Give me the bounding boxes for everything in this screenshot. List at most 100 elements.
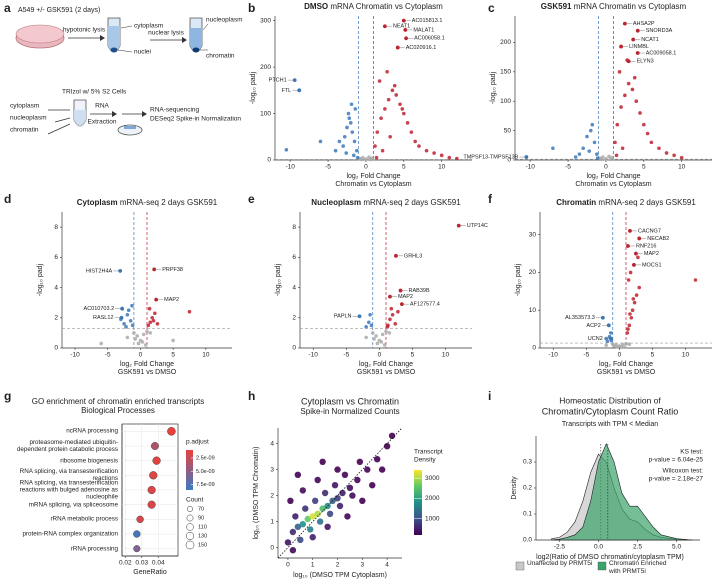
chart-title: Nucleoplasm mRNA-seq 2 days GSK591 (311, 198, 461, 207)
point (615, 122, 620, 127)
arrow-head (112, 111, 117, 117)
point (585, 134, 589, 139)
gene-label: UTP14C (467, 223, 488, 229)
chart-title: Cytoplasm mRNA-seq 2 days GSK591 (77, 198, 218, 207)
point (382, 343, 387, 347)
point (324, 523, 331, 530)
point (125, 312, 130, 317)
gene-label: PRPF38 (162, 267, 183, 273)
point (122, 322, 126, 326)
x-axis-label: log₂ Fold Change (359, 361, 413, 368)
point (171, 338, 175, 343)
point (588, 128, 593, 133)
point (632, 75, 637, 80)
x-tick-label: 2 (336, 562, 340, 569)
point (383, 443, 391, 450)
y-tick-label: 2 (292, 314, 296, 321)
point (143, 343, 148, 347)
x-tick-label: 0 (604, 164, 608, 171)
legend-dot (185, 531, 195, 541)
point (147, 306, 152, 311)
y-tick-label: 6 (292, 254, 296, 261)
point (287, 497, 294, 504)
dot (152, 456, 161, 465)
x-tick-label: 5 (651, 352, 655, 359)
leader (120, 25, 133, 29)
point (355, 148, 359, 153)
point (146, 323, 151, 328)
point (605, 339, 610, 344)
gene-label: AC010703.2 (84, 306, 115, 312)
point (398, 102, 402, 107)
category-label: rRNA metabolic process (50, 515, 118, 523)
y-tick-label: 8 (54, 224, 58, 231)
labeled-point (635, 28, 640, 33)
colorbar-label: 2.5e-09 (196, 455, 215, 461)
gene-label: AL353573.3 (565, 315, 595, 321)
dot (147, 500, 156, 509)
point (615, 345, 620, 349)
point (380, 148, 385, 153)
point (349, 492, 356, 499)
point (334, 495, 341, 502)
chart-title: DMSO mRNA Chromatin vs Cytoplasm (304, 2, 443, 11)
x-axis-label: log₁₀ (DMSO TPM Cytoplasm) (293, 572, 387, 579)
colorbar-label: 7.5e-09 (196, 482, 215, 488)
x-tick-label: 10 (442, 352, 450, 359)
gene-label: UCN2 (588, 336, 603, 342)
point (316, 518, 324, 525)
colorbar-title: Density (414, 457, 436, 464)
legend-label: 90 (198, 515, 204, 521)
point (413, 139, 417, 144)
y-tick-label: 4 (292, 284, 296, 291)
legend-label: 70 (198, 506, 204, 512)
x-tick-label: -5 (105, 352, 111, 359)
point (354, 476, 361, 484)
labeled-point (637, 236, 642, 241)
y-tick-label: 1 (270, 518, 274, 525)
x-tick-label: 0 (139, 352, 143, 359)
point (551, 146, 555, 151)
x-tick-label: 1 (311, 562, 315, 569)
legend-label: Chromatin Enriched with PRMT5i (609, 560, 667, 575)
point (364, 325, 368, 329)
arrow-head (142, 111, 147, 117)
point (319, 505, 326, 512)
gene-label: SNORD3A (646, 28, 673, 34)
point (364, 335, 368, 340)
point (359, 497, 366, 504)
point (604, 343, 608, 348)
title-rest: mRNA-seq 2 days GSK591 (118, 198, 218, 207)
legend-swatch (597, 561, 607, 571)
y-tick-label: 0 (267, 157, 271, 164)
dot (167, 427, 176, 436)
x-axis-label: log2(Ratio of DMSO chromatin/cytoplasm T… (536, 554, 684, 561)
point (645, 131, 650, 136)
point (140, 340, 145, 344)
point (148, 331, 153, 335)
y-tick-label: 0 (507, 157, 511, 164)
point (388, 134, 392, 139)
dot (133, 530, 141, 538)
point (307, 526, 314, 533)
x-axis-label: Chromatin vs Cytoplasm (575, 181, 651, 188)
output-label: RNA-sequencing (150, 107, 200, 114)
y-tick-label: 2 (270, 492, 274, 499)
point (607, 154, 611, 159)
y-tick-label: 6 (54, 254, 58, 261)
point (672, 153, 676, 158)
y-axis-label: log₁₀ (DMSO TPM Chromatin) (253, 446, 260, 539)
x-tick-label: 0.0 (594, 544, 603, 551)
point (614, 153, 619, 158)
x-tick-label: 5 (402, 164, 406, 171)
x-tick-label: -5 (325, 164, 331, 171)
point (630, 308, 635, 313)
point (344, 151, 349, 155)
point (132, 331, 136, 335)
y-tick-label: 200 (260, 64, 271, 71)
x-tick-label: -10 (525, 164, 535, 171)
y-tick-label: 200 (500, 39, 511, 46)
point (321, 489, 329, 497)
point (613, 140, 617, 145)
legend-label: 110 (198, 524, 207, 530)
